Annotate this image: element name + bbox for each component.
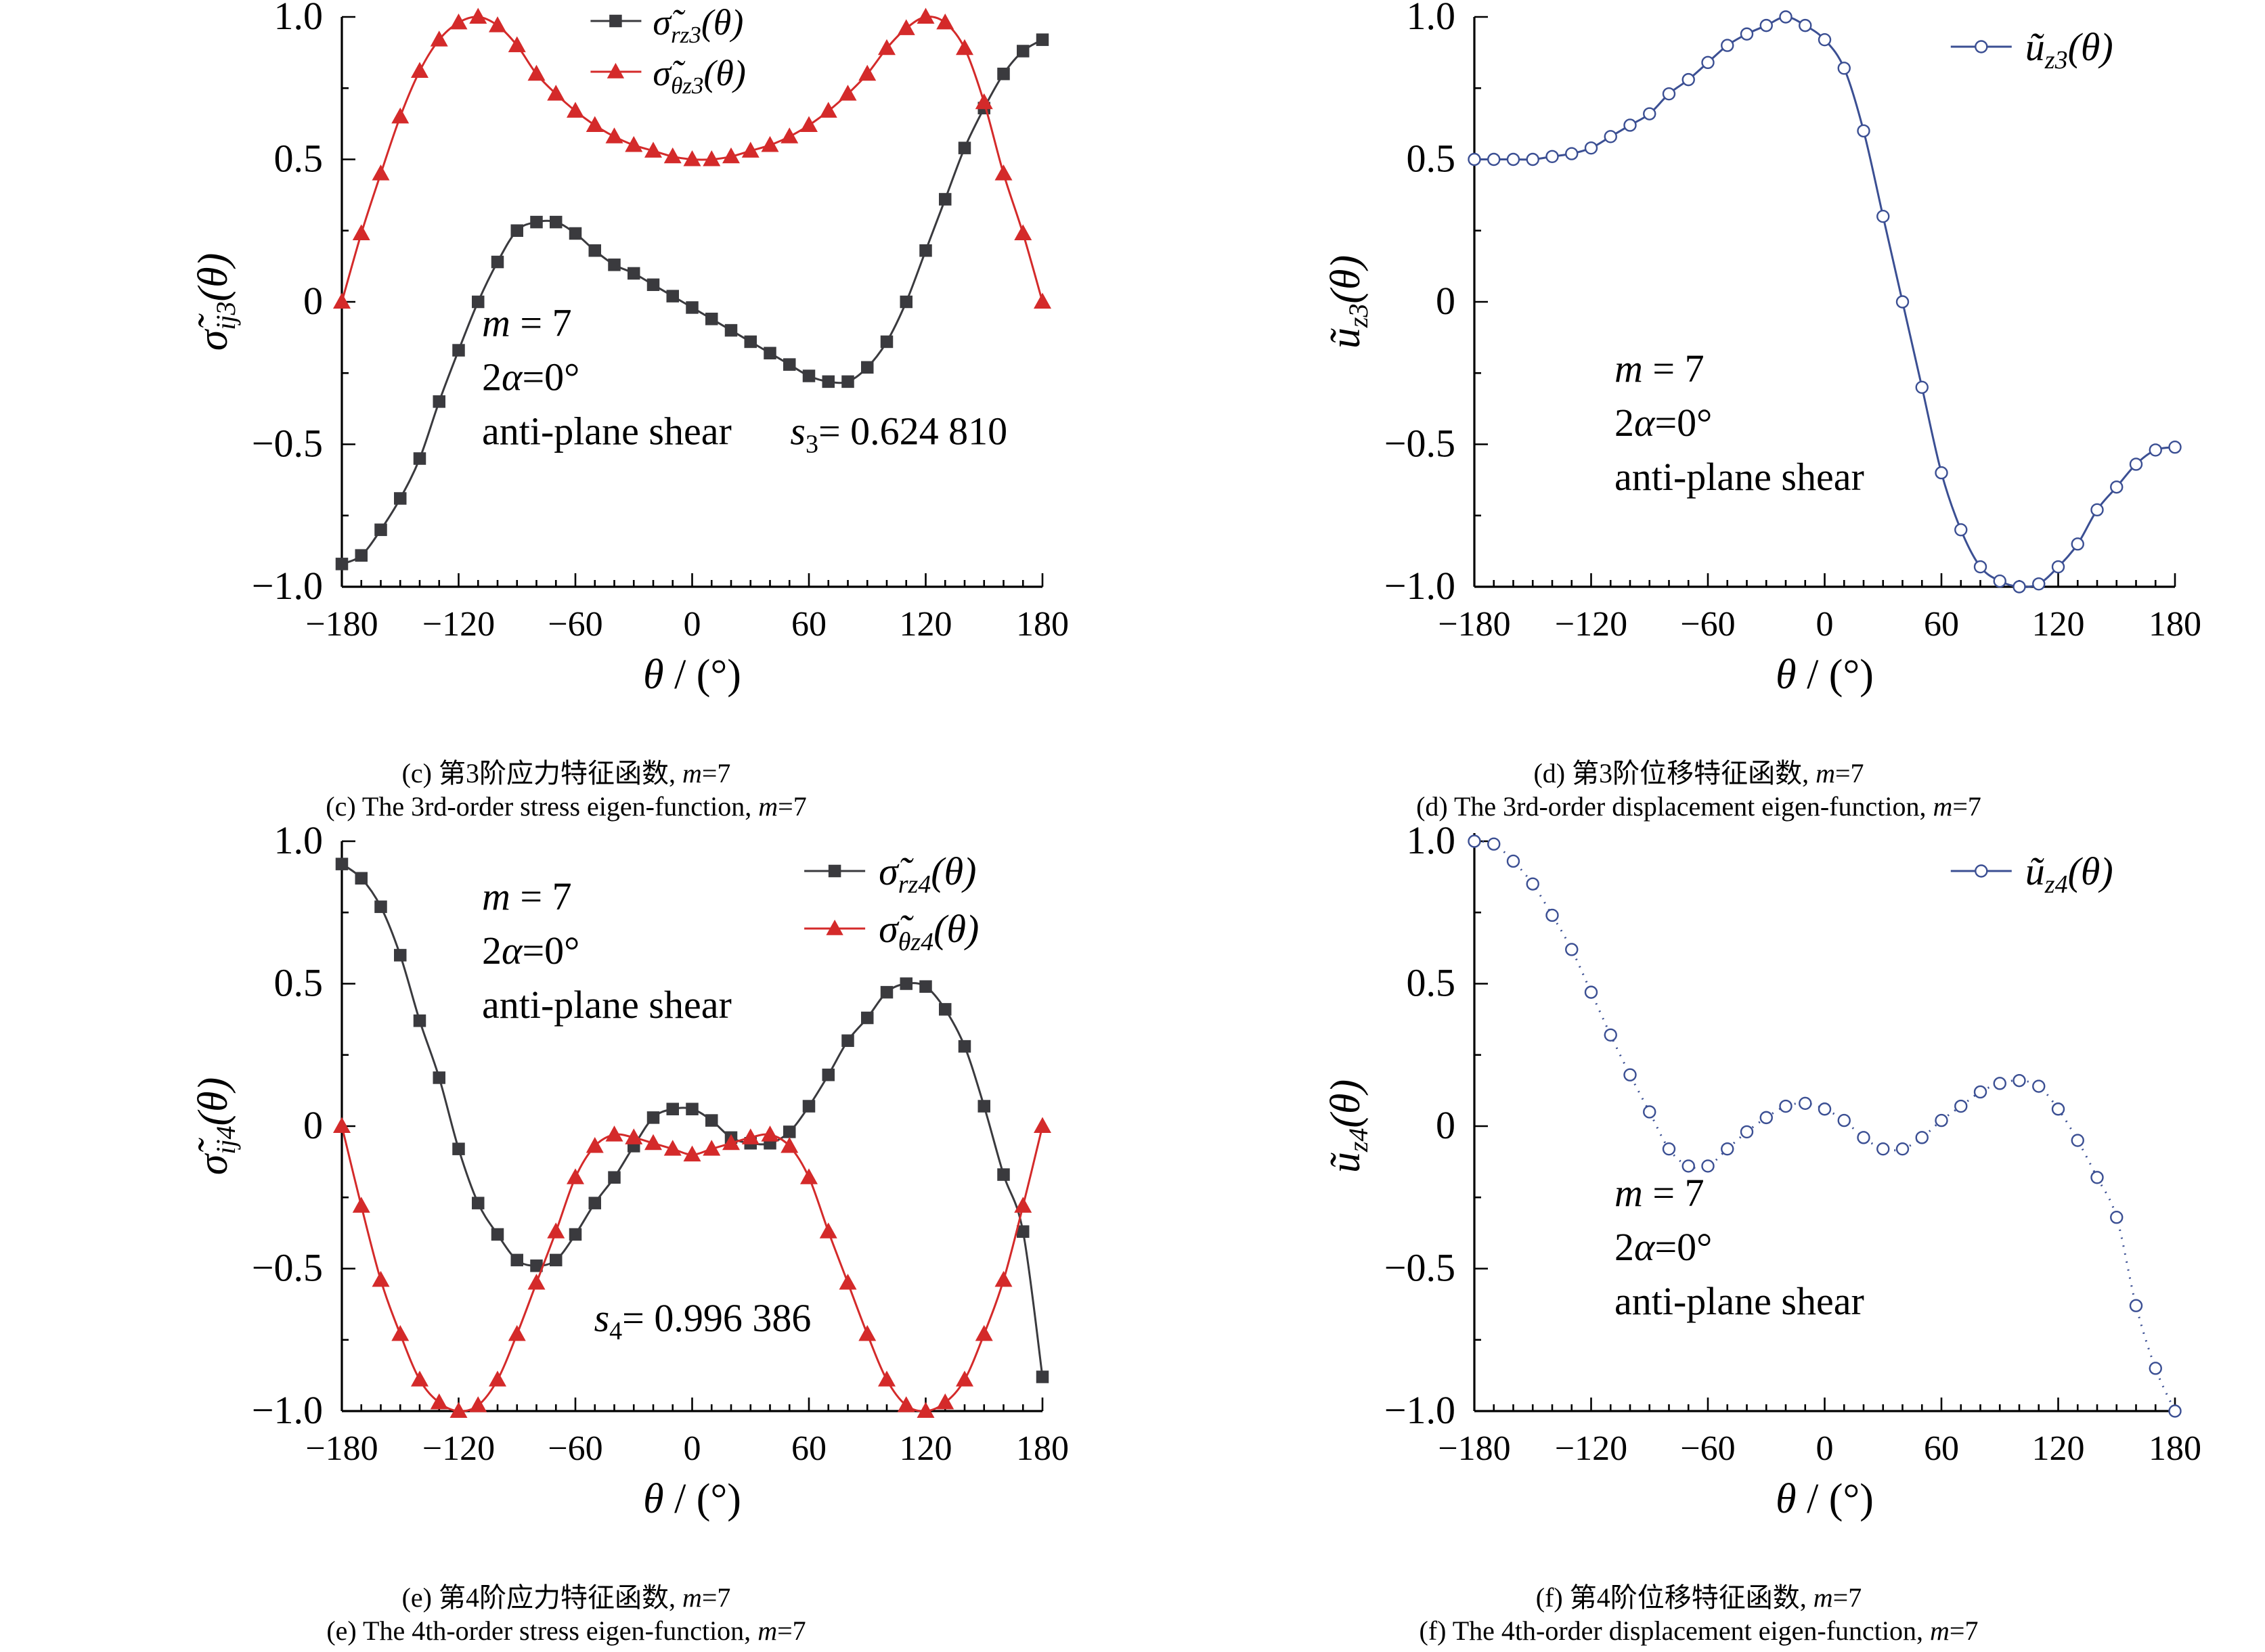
svg-text:1.0: 1.0: [274, 0, 324, 38]
svg-text:0: 0: [1436, 279, 1455, 323]
svg-text:−60: −60: [1680, 1429, 1735, 1468]
svg-text:0: 0: [1816, 1429, 1834, 1468]
svg-text:120: 120: [900, 605, 952, 644]
svg-text:ũz3(θ): ũz3(θ): [2025, 25, 2113, 74]
svg-text:0: 0: [1436, 1103, 1455, 1147]
svg-text:−60: −60: [548, 605, 602, 644]
svg-text:m = 7: m = 7: [1614, 347, 1705, 390]
svg-text:s4= 0.996 386: s4= 0.996 386: [594, 1296, 812, 1345]
svg-text:−1.0: −1.0: [1384, 564, 1455, 608]
svg-text:−180: −180: [305, 605, 378, 644]
svg-text:m = 7: m = 7: [482, 301, 572, 345]
svg-text:−0.5: −0.5: [1384, 422, 1455, 466]
svg-text:2α=0°: 2α=0°: [482, 929, 579, 973]
svg-text:ũz3(θ): ũz3(θ): [1323, 255, 1373, 349]
svg-text:anti-plane shear: anti-plane shear: [1614, 455, 1864, 499]
svg-text:2α=0°: 2α=0°: [482, 355, 579, 399]
svg-text:2α=0°: 2α=0°: [1614, 1225, 1712, 1269]
svg-text:−180: −180: [1438, 1429, 1510, 1468]
svg-text:1.0: 1.0: [1407, 824, 1456, 862]
svg-text:−0.5: −0.5: [252, 1246, 323, 1290]
svg-text:60: 60: [791, 1429, 827, 1468]
svg-text:s3= 0.624 810: s3= 0.624 810: [790, 409, 1007, 459]
svg-text:θ / (°): θ / (°): [1776, 1476, 1874, 1522]
svg-text:0: 0: [684, 1429, 701, 1468]
svg-text:60: 60: [1924, 1429, 1959, 1468]
svg-text:σ̃rz3(θ): σ̃rz3(θ): [653, 2, 743, 48]
svg-text:θ / (°): θ / (°): [1776, 652, 1874, 698]
svg-text:1.0: 1.0: [1407, 0, 1456, 38]
svg-text:σ̃rz4(θ): σ̃rz4(θ): [879, 849, 976, 899]
svg-text:σ̃ij3(θ): σ̃ij3(θ): [190, 253, 241, 351]
svg-text:120: 120: [900, 1429, 952, 1468]
svg-text:−0.5: −0.5: [252, 422, 323, 466]
svg-text:σ̃θz3(θ): σ̃θz3(θ): [653, 53, 745, 99]
svg-text:2α=0°: 2α=0°: [1614, 401, 1712, 445]
svg-text:0.5: 0.5: [1407, 137, 1456, 181]
svg-text:0.5: 0.5: [274, 961, 324, 1005]
svg-text:120: 120: [2032, 605, 2085, 644]
svg-text:anti-plane shear: anti-plane shear: [482, 983, 732, 1027]
svg-text:180: 180: [2149, 605, 2201, 644]
svg-text:−120: −120: [422, 605, 495, 644]
svg-text:θ / (°): θ / (°): [643, 652, 741, 698]
svg-text:60: 60: [791, 605, 827, 644]
svg-text:60: 60: [1924, 605, 1959, 644]
svg-text:anti-plane shear: anti-plane shear: [1614, 1279, 1864, 1323]
svg-text:ũz4(θ): ũz4(θ): [2025, 849, 2113, 899]
svg-text:ũz4(θ): ũz4(θ): [1323, 1079, 1373, 1173]
svg-text:−180: −180: [1438, 605, 1510, 644]
svg-text:θ / (°): θ / (°): [643, 1476, 741, 1522]
svg-text:180: 180: [1016, 605, 1069, 644]
svg-text:m = 7: m = 7: [482, 874, 572, 918]
svg-text:−1.0: −1.0: [252, 1388, 323, 1432]
svg-text:120: 120: [2032, 1429, 2085, 1468]
svg-text:0.5: 0.5: [274, 137, 324, 181]
svg-text:1.0: 1.0: [274, 824, 324, 862]
svg-text:0.5: 0.5: [1407, 961, 1456, 1005]
svg-text:−0.5: −0.5: [1384, 1246, 1455, 1290]
svg-text:σ̃θz4(θ): σ̃θz4(θ): [879, 907, 979, 956]
svg-text:−1.0: −1.0: [252, 564, 323, 608]
svg-text:−120: −120: [1555, 605, 1627, 644]
svg-text:180: 180: [1016, 1429, 1069, 1468]
svg-text:0: 0: [303, 279, 323, 323]
svg-text:−180: −180: [305, 1429, 378, 1468]
svg-text:−120: −120: [1555, 1429, 1627, 1468]
svg-text:σ̃ij4(θ): σ̃ij4(θ): [190, 1077, 241, 1176]
svg-text:−60: −60: [548, 1429, 602, 1468]
svg-text:anti-plane shear: anti-plane shear: [482, 409, 732, 453]
svg-text:0: 0: [1816, 605, 1834, 644]
svg-text:−120: −120: [422, 1429, 495, 1468]
svg-text:m = 7: m = 7: [1614, 1171, 1705, 1215]
svg-text:180: 180: [2149, 1429, 2201, 1468]
svg-text:0: 0: [303, 1103, 323, 1147]
svg-text:−60: −60: [1680, 605, 1735, 644]
svg-text:−1.0: −1.0: [1384, 1388, 1455, 1432]
svg-text:0: 0: [684, 605, 701, 644]
